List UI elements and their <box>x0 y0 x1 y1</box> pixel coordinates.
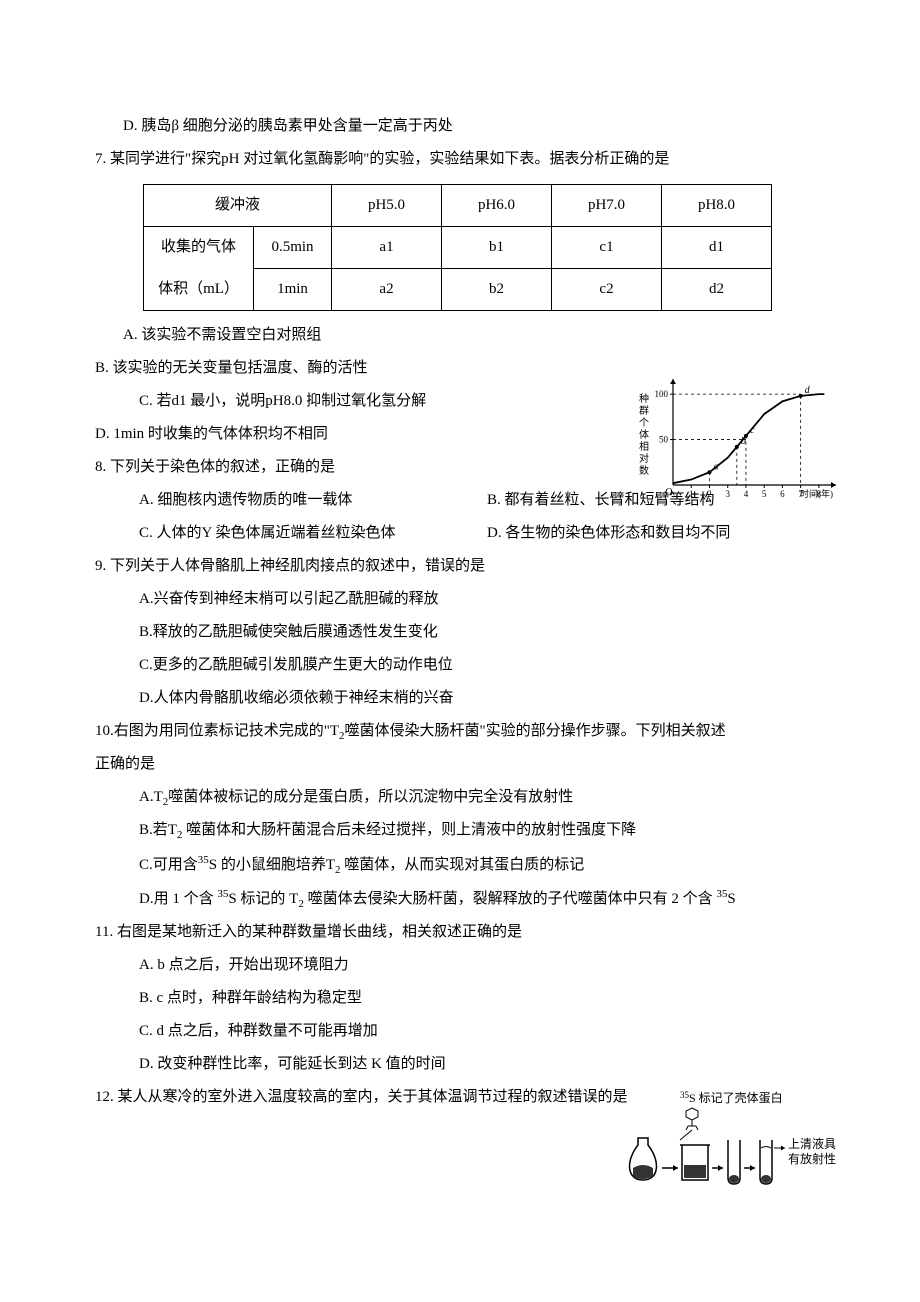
q11-stem: 11. 右图是某地新迁入的某种群数量增长曲线，相关叙述正确的是 <box>95 916 835 949</box>
svg-text:1: 1 <box>689 489 694 499</box>
arrow-head-icon <box>718 1165 723 1171</box>
q10-option-a: A.T2噬菌体被标记的成分是蛋白质，所以沉淀物中完全没有放射性 <box>95 781 835 814</box>
svg-text:体: 体 <box>639 429 649 441</box>
svg-text:个: 个 <box>639 417 649 429</box>
table-row: 缓冲液 pH5.0 pH6.0 pH7.0 pH8.0 <box>144 185 772 227</box>
text: C.可用含 <box>139 857 198 873</box>
phage-diagram: 35S 标记了壳体蛋白 <box>620 1090 850 1200</box>
svg-text:相: 相 <box>639 440 649 453</box>
text: 噬菌体，从而实现对其蛋白质的标记 <box>341 857 585 873</box>
cell: pH8.0 <box>662 185 772 227</box>
svg-text:5: 5 <box>762 489 767 499</box>
cell: 收集的气体 <box>144 227 254 269</box>
text: 噬菌体侵染大肠杆菌"实验的部分操作步骤。下列相关叙述 <box>345 723 726 739</box>
q11-option-a: A. b 点之后，开始出现环境阻力 <box>95 949 835 982</box>
svg-text:a: a <box>713 461 718 472</box>
svg-text:50: 50 <box>659 435 669 445</box>
cell: a1 <box>332 227 442 269</box>
cell: pH7.0 <box>552 185 662 227</box>
svg-text:对: 对 <box>639 452 649 465</box>
superscript: 35 <box>716 888 727 900</box>
svg-text:6: 6 <box>780 489 785 499</box>
cell: pH5.0 <box>332 185 442 227</box>
q8-option-a: A. 细胞核内遗传物质的唯一载体 <box>95 484 487 517</box>
phage-icon <box>686 1108 698 1130</box>
cell: d1 <box>662 227 772 269</box>
svg-text:3: 3 <box>725 489 730 499</box>
cell: c1 <box>552 227 662 269</box>
phage-svg: 35S 标记了壳体蛋白 <box>620 1090 850 1200</box>
svg-text:时间(年): 时间(年) <box>800 488 833 499</box>
q11-option-d: D. 改变种群性比率，可能延长到达 K 值的时间 <box>95 1048 835 1081</box>
cell: pH6.0 <box>442 185 552 227</box>
q10-stem: 10.右图为用同位素标记技术完成的"T2噬菌体侵染大肠杆菌"实验的部分操作步骤。… <box>95 715 835 748</box>
text: A.T <box>139 789 163 805</box>
text: S <box>727 891 735 907</box>
svg-text:2: 2 <box>707 489 712 499</box>
cell: d2 <box>662 269 772 311</box>
q7-table: 缓冲液 pH5.0 pH6.0 pH7.0 pH8.0 收集的气体 0.5min… <box>143 184 772 311</box>
cell: c2 <box>552 269 662 311</box>
cell: a2 <box>332 269 442 311</box>
q9-option-d: D.人体内骨骼肌收缩必须依赖于神经末梢的兴奋 <box>95 682 835 715</box>
tube-icon <box>760 1140 772 1184</box>
superscript: 35 <box>217 888 228 900</box>
phage-label-right-1: 上清液具 <box>788 1136 836 1151</box>
q10-option-b: B.若T2 噬菌体和大肠杆菌混合后未经过搅拌，则上清液中的放射性强度下降 <box>95 814 835 847</box>
q7-option-a: A. 该实验不需设置空白对照组 <box>95 319 835 352</box>
phage-label-top: 35S 标记了壳体蛋白 <box>680 1090 783 1105</box>
cell: 1min <box>254 269 332 311</box>
svg-text:群: 群 <box>639 404 649 417</box>
cell: b1 <box>442 227 552 269</box>
text: S 标记的 T <box>228 891 298 907</box>
text: B.若T <box>139 822 177 838</box>
svg-text:c: c <box>750 425 755 436</box>
table-row: 收集的气体 0.5min a1 b1 c1 d1 <box>144 227 772 269</box>
q10-option-c: C.可用含35S 的小鼠细胞培养T2 噬菌体，从而实现对其蛋白质的标记 <box>95 848 835 882</box>
q10-stem-2: 正确的是 <box>95 748 835 781</box>
q11-option-c: C. d 点之后，种群数量不可能再增加 <box>95 1015 835 1048</box>
svg-text:O: O <box>665 487 672 498</box>
tube-icon <box>728 1140 740 1184</box>
chart-svg: 1234567850100O种群个体相对数时间(年)abcd <box>625 370 850 505</box>
q7-stem: 7. 某同学进行"探究pH 对过氧化氢酶影响"的实验，实验结果如下表。据表分析正… <box>95 143 835 176</box>
beaker-icon <box>680 1145 710 1180</box>
svg-text:数: 数 <box>639 464 649 477</box>
q9-stem: 9. 下列关于人体骨骼肌上神经肌肉接点的叙述中，错误的是 <box>95 550 835 583</box>
q8-option-c: C. 人体的Y 染色体属近端着丝粒染色体 <box>95 517 487 550</box>
cell: 体积（mL） <box>144 269 254 311</box>
q9-option-c: C.更多的乙酰胆碱引发肌膜产生更大的动作电位 <box>95 649 835 682</box>
text: S 的小鼠细胞培养T <box>209 857 335 873</box>
flask-icon <box>630 1138 657 1180</box>
arrow-head-icon <box>750 1165 755 1171</box>
cell: 0.5min <box>254 227 332 269</box>
svg-text:4: 4 <box>744 489 749 499</box>
growth-curve-chart: 1234567850100O种群个体相对数时间(年)abcd <box>625 370 850 505</box>
svg-text:100: 100 <box>655 389 669 399</box>
cell: 缓冲液 <box>144 185 332 227</box>
text: D.用 1 个含 <box>139 891 217 907</box>
arrow-head-icon <box>781 1146 785 1151</box>
svg-text:种: 种 <box>639 392 649 405</box>
superscript: 35 <box>198 854 209 866</box>
table-row: 体积（mL） 1min a2 b2 c2 d2 <box>144 269 772 311</box>
arrow-head-icon <box>673 1165 678 1171</box>
text: 噬菌体被标记的成分是蛋白质，所以沉淀物中完全没有放射性 <box>168 789 573 805</box>
q6-option-d: D. 胰岛β 细胞分泌的胰岛素甲处含量一定高于丙处 <box>95 110 835 143</box>
q8-option-d: D. 各生物的染色体形态和数目均不同 <box>487 517 835 550</box>
text: 噬菌体去侵染大肠杆菌，裂解释放的子代噬菌体中只有 2 个含 <box>304 891 717 907</box>
q9-option-b: B.释放的乙酰胆碱使突触后膜通透性发生变化 <box>95 616 835 649</box>
phage-label-right-2: 有放射性 <box>788 1151 836 1166</box>
q9-option-a: A.兴奋传到神经末梢可以引起乙酰胆碱的释放 <box>95 583 835 616</box>
q11-option-b: B. c 点时，种群年龄结构为稳定型 <box>95 982 835 1015</box>
cell: b2 <box>442 269 552 311</box>
text: 10.右图为用同位素标记技术完成的"T <box>95 723 339 739</box>
q10-option-d: D.用 1 个含 35S 标记的 T2 噬菌体去侵染大肠杆菌，裂解释放的子代噬菌… <box>95 882 835 916</box>
text: 噬菌体和大肠杆菌混合后未经过搅拌，则上清液中的放射性强度下降 <box>182 822 636 838</box>
